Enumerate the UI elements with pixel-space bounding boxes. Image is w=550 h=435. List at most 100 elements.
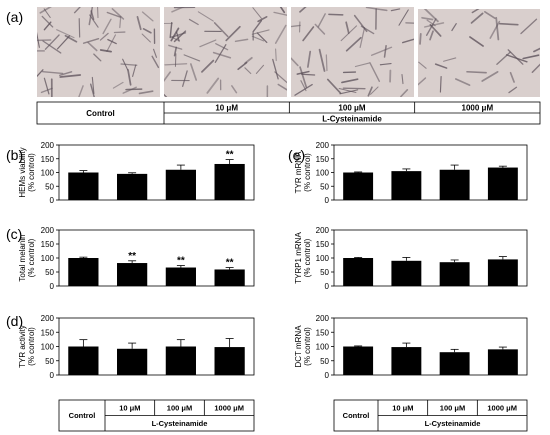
table-treatment-label: L-Cysteinamide bbox=[152, 419, 208, 428]
table-treatment-label: L-Cysteinamide bbox=[322, 114, 382, 123]
cell-shape bbox=[318, 48, 326, 72]
cell-shape bbox=[509, 71, 515, 83]
cell-shape bbox=[273, 11, 287, 16]
cell-shape bbox=[182, 70, 188, 87]
cell-shape bbox=[301, 73, 316, 76]
y-axis-label-line: (% control) bbox=[303, 327, 312, 366]
micrograph-cells bbox=[418, 9, 540, 94]
cell-shape bbox=[244, 67, 252, 75]
cell-shape bbox=[369, 86, 379, 95]
table-dose-label: 1000 μM bbox=[462, 103, 494, 112]
cell-shape bbox=[520, 18, 538, 35]
y-tick-label: 100 bbox=[316, 343, 330, 352]
table-dose-label: 10 μM bbox=[215, 103, 238, 112]
table-dose-label: 1000 μM bbox=[487, 403, 517, 412]
y-tick-label: 200 bbox=[41, 141, 55, 150]
cell-shape bbox=[42, 70, 64, 75]
y-axis-label: TYRP1 mRNA(% control) bbox=[294, 232, 312, 284]
bar bbox=[343, 172, 374, 200]
cell-shape bbox=[252, 7, 262, 19]
bar bbox=[117, 348, 148, 375]
cell-shape bbox=[398, 9, 409, 26]
cell-shape bbox=[252, 19, 263, 32]
cell-shape bbox=[470, 12, 484, 24]
y-tick-label: 50 bbox=[320, 268, 329, 277]
cell-shape bbox=[317, 13, 326, 28]
cell-shape bbox=[508, 86, 518, 94]
y-tick-label: 50 bbox=[320, 357, 329, 366]
bar bbox=[165, 346, 196, 375]
cell-shape bbox=[40, 87, 53, 94]
bar bbox=[439, 169, 470, 200]
y-tick-label: 50 bbox=[45, 357, 54, 366]
y-tick-label: 0 bbox=[325, 282, 330, 291]
cell-shape bbox=[274, 24, 287, 44]
panel-letter-e: (e) bbox=[288, 147, 305, 163]
y-axis-label: TYR activity(% control) bbox=[18, 325, 36, 368]
cell-shape bbox=[231, 85, 238, 94]
cell-shape bbox=[328, 13, 344, 16]
y-axis-label-line: (% control) bbox=[27, 327, 36, 366]
micrograph-4 bbox=[418, 9, 540, 97]
cell-shape bbox=[171, 7, 185, 13]
significance-label: ** bbox=[177, 256, 185, 267]
micrograph-background bbox=[291, 7, 414, 97]
cell-shape bbox=[522, 54, 540, 60]
cell-shape bbox=[164, 93, 168, 97]
y-axis-label: TYR mRNA(% control) bbox=[294, 151, 312, 193]
cell-shape bbox=[152, 48, 158, 58]
cell-shape bbox=[383, 44, 387, 58]
cell-shape bbox=[421, 16, 434, 21]
micrograph-background bbox=[418, 9, 540, 97]
cell-shape bbox=[141, 11, 154, 22]
y-axis-label: Total melanin(% control) bbox=[18, 234, 36, 281]
chart-b: 0 50 100 150 200 HEMs viability(% control) ** bbox=[18, 141, 255, 205]
cell-shape bbox=[99, 49, 112, 53]
panel-letter-d: (d) bbox=[6, 313, 23, 329]
cell-shape bbox=[272, 58, 279, 80]
cell-shape bbox=[471, 9, 480, 14]
cell-shape bbox=[426, 19, 436, 27]
cell-shape bbox=[369, 62, 381, 82]
cell-shape bbox=[277, 83, 287, 91]
chart-e3: 0 50 100 150 200 DCT mRNA(% control) bbox=[294, 314, 528, 380]
y-tick-label: 150 bbox=[316, 328, 330, 337]
cell-shape bbox=[314, 23, 326, 35]
y-axis-label-line: (% control) bbox=[303, 153, 312, 192]
y-tick-label: 150 bbox=[316, 155, 330, 164]
bar bbox=[439, 352, 470, 375]
y-tick-label: 50 bbox=[45, 182, 54, 191]
cell-shape bbox=[183, 54, 201, 62]
table-dose-label: 10 μM bbox=[119, 403, 140, 412]
y-tick-label: 100 bbox=[41, 254, 55, 263]
cell-shape bbox=[59, 71, 73, 77]
cell-shape bbox=[367, 86, 373, 97]
cell-shape bbox=[171, 32, 187, 38]
cell-shape bbox=[111, 8, 125, 20]
condition-table-left: Control 10 μM 100 μM 1000 μM L-Cysteinamide bbox=[58, 399, 255, 432]
bar bbox=[214, 269, 245, 286]
cell-shape bbox=[197, 11, 214, 22]
y-tick-label: 100 bbox=[41, 343, 55, 352]
cell-shape bbox=[132, 64, 137, 77]
cell-shape bbox=[169, 21, 173, 39]
panel-letter-b: (b) bbox=[6, 147, 23, 163]
y-axis-label-line: TYRP1 mRNA bbox=[294, 232, 303, 284]
cell-shape bbox=[425, 18, 437, 36]
cell-shape bbox=[87, 41, 98, 52]
cell-shape bbox=[59, 74, 82, 78]
cell-shape bbox=[401, 74, 404, 85]
cell-shape bbox=[188, 18, 199, 26]
y-axis-label-line: (% control) bbox=[27, 153, 36, 192]
y-axis-label-line: (% control) bbox=[303, 238, 312, 277]
condition-table-top: Control 10 μM 100 μM 1000 μM L-Cysteinamide bbox=[36, 101, 541, 125]
cell-shape bbox=[56, 35, 71, 50]
cell-shape bbox=[338, 88, 357, 94]
cell-shape bbox=[255, 64, 265, 74]
cell-shape bbox=[234, 38, 249, 43]
cell-shape bbox=[170, 27, 180, 42]
cell-shape bbox=[201, 59, 215, 73]
bar bbox=[391, 347, 422, 375]
